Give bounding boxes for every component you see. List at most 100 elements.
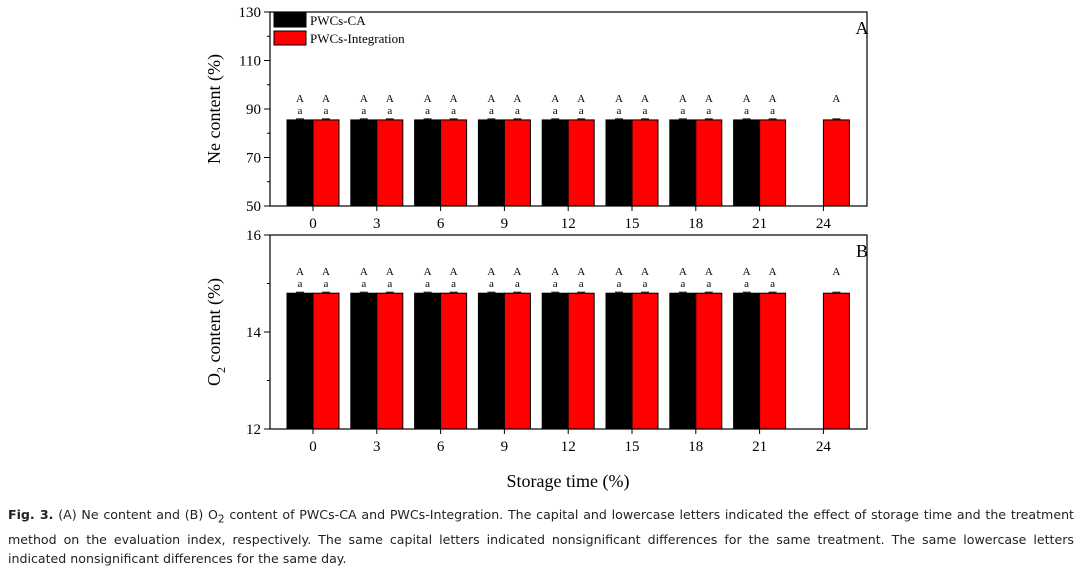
panel-b-bar-ca-21 — [733, 292, 761, 430]
panel-a-bar-integration-24 — [822, 119, 850, 207]
panel-b-letter-upper: A — [424, 266, 432, 278]
panel-b-xlabel: Storage time (%) — [507, 471, 630, 492]
panel-b-letter-lower: a — [298, 278, 303, 290]
panel-a-letter-lower: a — [324, 105, 329, 117]
panel-b-xtick-label: 3 — [373, 439, 381, 455]
panel-a-label: A — [856, 18, 869, 38]
panel-b-bar-ca-0 — [286, 292, 314, 430]
panel-b-letter-lower: a — [324, 278, 329, 290]
panel-a-letter-upper: A — [450, 93, 458, 105]
panel-b-letter-upper: A — [513, 266, 521, 278]
panel-b-letter-lower: a — [553, 278, 558, 290]
legend-swatch-ca — [273, 12, 307, 28]
panel-b-letter-upper: A — [322, 266, 330, 278]
panel-b-letter-upper: A — [450, 266, 458, 278]
panel-a-letter-lower: a — [387, 105, 392, 117]
panel-b-bar-integration-3 — [376, 292, 404, 430]
panel-a-xtick-label: 6 — [437, 216, 445, 232]
panel-b-letter-upper: A — [769, 266, 777, 278]
panel-a-letter-upper: A — [487, 93, 495, 105]
panel-a-letter-upper: A — [577, 93, 585, 105]
panel-b-xtick-label: 21 — [752, 439, 767, 455]
panel-a-xtick-label: 3 — [373, 216, 381, 232]
panel-a-letter-lower: a — [680, 105, 685, 117]
panel-b-letter-lower: a — [706, 278, 711, 290]
panel-b-ylabel-sub: 2 — [214, 367, 228, 373]
figure-caption: Fig. 3. (A) Ne content and (B) O2 conten… — [8, 505, 1074, 568]
panel-b-ylabel-rest: content (%) — [204, 278, 225, 367]
panel-b-letter-upper: A — [487, 266, 495, 278]
panel-b-letter-upper: A — [705, 266, 713, 278]
panel-a-letter-lower: a — [361, 105, 366, 117]
panel-b-letter-lower: a — [361, 278, 366, 290]
caption-text-a: (A) Ne content and (B) O — [53, 507, 218, 522]
panel-a-bar-integration-21 — [759, 119, 787, 207]
legend-label-integration: PWCs-Integration — [310, 31, 405, 46]
panel-b-bar-integration-18 — [695, 292, 723, 430]
caption-subscript: 2 — [217, 513, 225, 526]
panel-b-letter-lower: a — [617, 278, 622, 290]
panel-b-letter-lower: a — [515, 278, 520, 290]
panel-b-letter-upper: A — [386, 266, 394, 278]
panel-b-bar-integration-21 — [759, 292, 787, 430]
panel-b-xtick-label: 6 — [437, 439, 445, 455]
panel-a-letter-lower: a — [643, 105, 648, 117]
panel-a-bar-ca-21 — [733, 119, 761, 207]
panel-b-letter-lower: a — [489, 278, 494, 290]
panel-a-ylabel: Ne content (%) — [204, 54, 225, 164]
panel-a-letter-upper: A — [743, 93, 751, 105]
panel-a-ytick-label: 90 — [246, 102, 261, 118]
panel-a-xtick-label: 0 — [309, 216, 317, 232]
panel-a-letter-lower: a — [770, 105, 775, 117]
panel-b-ytick-label: 16 — [246, 228, 262, 244]
panel-b-letter-lower: a — [744, 278, 749, 290]
panel-b-letter-lower: a — [451, 278, 456, 290]
panel-a-bar-integration-3 — [376, 119, 404, 207]
panel-b-letter-lower: a — [579, 278, 584, 290]
panel-a-ytick-label: 110 — [239, 54, 261, 70]
caption-text-b: content of PWCs-CA and PWCs-Integration.… — [8, 507, 1074, 566]
panel-a-letter-upper: A — [424, 93, 432, 105]
panel-b-bar-integration-6 — [440, 292, 468, 430]
panel-a-letter-upper: A — [832, 93, 840, 105]
panel-a-letter-lower: a — [425, 105, 430, 117]
panel-a-letter-upper: A — [705, 93, 713, 105]
panel-a-bar-ca-6 — [414, 119, 442, 207]
panel-a-letter-upper: A — [360, 93, 368, 105]
panel-a-xtick-label: 15 — [625, 216, 640, 232]
panel-a-xtick-label: 21 — [752, 216, 767, 232]
panel-b-xtick-label: 9 — [501, 439, 509, 455]
panel-a-bar-ca-15 — [605, 119, 633, 207]
panel-a-bar-integration-15 — [631, 119, 659, 207]
panel-b-letter-upper: A — [615, 266, 623, 278]
legend-swatch-integration — [273, 30, 307, 46]
panel-b-bar-integration-0 — [312, 292, 340, 430]
panel-a-bar-integration-12 — [567, 119, 595, 207]
panel-b-letter-lower: a — [425, 278, 430, 290]
panel-a-bar-ca-0 — [286, 119, 314, 207]
panel-a-bar-ca-9 — [477, 119, 505, 207]
panel-a-letter-lower: a — [706, 105, 711, 117]
panel-b-xtick-label: 15 — [625, 439, 640, 455]
panel-b-letter-lower: a — [643, 278, 648, 290]
panel-b-bar-ca-3 — [350, 292, 378, 430]
panel-a-bar-integration-9 — [503, 119, 531, 207]
panel-b-letter-upper: A — [641, 266, 649, 278]
panel-b-bar-ca-12 — [541, 292, 569, 430]
panel-b-letter-lower: a — [387, 278, 392, 290]
panel-a-letter-lower: a — [489, 105, 494, 117]
panel-b-xtick-label: 24 — [816, 439, 832, 455]
panel-a-bar-ca-3 — [350, 119, 378, 207]
panel-b-letter-lower: a — [680, 278, 685, 290]
panel-a-letter-upper: A — [296, 93, 304, 105]
panel-b-bar-integration-24 — [822, 292, 850, 430]
panel-a-letter-lower: a — [617, 105, 622, 117]
panel-a-letter-upper: A — [641, 93, 649, 105]
panel-b-ytick-label: 12 — [246, 422, 261, 438]
panel-a-letter-lower: a — [451, 105, 456, 117]
panel-b-bar-integration-15 — [631, 292, 659, 430]
panel-b-label: B — [856, 241, 868, 261]
panel-b-bar-ca-9 — [477, 292, 505, 430]
panel-a-letter-upper: A — [322, 93, 330, 105]
legend-label-ca: PWCs-CA — [310, 13, 366, 28]
